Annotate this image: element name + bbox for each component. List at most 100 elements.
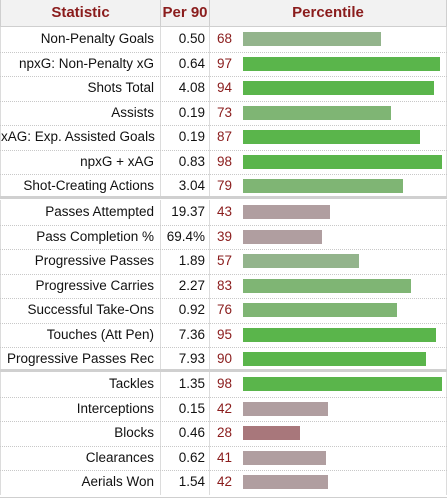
percentile-cell: 42: [210, 396, 447, 421]
table-row: Pass Completion % 69.4% 39: [0, 224, 447, 249]
percentile-cell: 97: [210, 51, 447, 76]
percentile-value: 79: [217, 178, 233, 193]
percentile-bar: [243, 401, 328, 416]
per90-value: 0.83: [161, 149, 210, 174]
percentile-cell: 28: [210, 421, 447, 446]
percentile-value: 98: [217, 153, 233, 169]
percentile-value: 43: [217, 204, 233, 219]
statistic-name: xAG: Exp. Assisted Goals: [0, 125, 161, 150]
per90-value: 1.35: [161, 372, 210, 397]
table-header: Statistic Per 90 Percentile: [0, 0, 447, 27]
per90-value: 0.19: [161, 125, 210, 150]
table-row: Non-Penalty Goals 0.50 68: [0, 27, 447, 52]
percentile-bar: [243, 278, 411, 293]
percentile-bar: [243, 377, 442, 391]
percentile-cell: 87: [210, 125, 447, 150]
percentile-value: 97: [217, 55, 233, 71]
row-divider: [0, 76, 447, 77]
table-row: Shots Total 4.08 94: [0, 76, 447, 101]
percentile-cell: 90: [210, 347, 447, 372]
row-divider: [0, 322, 447, 324]
statistic-column-header[interactable]: Statistic: [0, 0, 161, 26]
statistic-name: npxG: Non-Penalty xG: [0, 51, 161, 76]
percentile-value: 98: [217, 376, 233, 391]
percentile-bar: [243, 450, 326, 465]
table-row: Interceptions 0.15 42: [0, 396, 447, 421]
percentile-bar: [243, 426, 300, 440]
percentile-value: 83: [217, 277, 233, 293]
table-row: Aerials Won 1.54 42: [0, 470, 447, 495]
percentile-cell: 98: [210, 372, 447, 397]
group-separator: [0, 369, 447, 372]
percentile-bar: [243, 154, 442, 169]
percentile-cell: 95: [210, 322, 447, 347]
per90-column-header[interactable]: Per 90: [161, 0, 210, 26]
statistic-name: Pass Completion %: [0, 224, 161, 249]
row-divider: [0, 224, 447, 226]
statistic-name: Shots Total: [0, 76, 161, 101]
statistic-name: Clearances: [0, 445, 161, 470]
statistic-name: Successful Take-Ons: [0, 298, 161, 323]
percentile-bar: [243, 254, 359, 268]
table-bottom-border: [0, 497, 447, 498]
percentile-value: 57: [217, 253, 233, 268]
per90-value: 2.27: [161, 273, 210, 298]
table-row: Progressive Passes 1.89 57: [0, 249, 447, 274]
percentile-cell: 79: [210, 174, 447, 199]
percentile-value: 39: [217, 228, 233, 244]
percentile-bar: [243, 179, 403, 193]
percentile-cell: 98: [210, 149, 447, 174]
percentile-bar: [243, 32, 381, 46]
statistic-name: Touches (Att Pen): [0, 322, 161, 347]
percentile-value: 95: [217, 326, 233, 342]
row-divider: [0, 470, 447, 471]
statistic-name: Shot-Creating Actions: [0, 174, 161, 199]
per90-value: 69.4%: [161, 224, 210, 249]
percentile-value: 76: [217, 302, 233, 317]
percentile-cell: 68: [210, 27, 447, 52]
row-divider: [0, 51, 447, 53]
percentile-column-header[interactable]: Percentile: [210, 0, 447, 26]
row-divider: [0, 273, 447, 275]
percentile-bar: [243, 105, 391, 120]
percentile-bar: [243, 130, 420, 144]
percentile-value: 90: [217, 351, 233, 366]
row-divider: [0, 396, 447, 398]
percentile-cell: 39: [210, 224, 447, 249]
percentile-value: 42: [217, 400, 233, 416]
table-row: Progressive Passes Rec 7.93 90: [0, 347, 447, 372]
table-row: Tackles 1.35 98: [0, 372, 447, 397]
per90-value: 19.37: [161, 200, 210, 225]
percentile-cell: 41: [210, 445, 447, 470]
statistic-name: Progressive Carries: [0, 273, 161, 298]
statistic-name: Aerials Won: [0, 470, 161, 495]
table-row: Progressive Carries 2.27 83: [0, 273, 447, 298]
statistic-name: Assists: [0, 100, 161, 125]
per90-value: 4.08: [161, 76, 210, 101]
percentile-bar: [243, 81, 434, 95]
percentile-value: 87: [217, 129, 233, 144]
statistic-name: Tackles: [0, 372, 161, 397]
statistic-name: Progressive Passes Rec: [0, 347, 161, 372]
row-divider: [0, 125, 447, 126]
statistic-name: Interceptions: [0, 396, 161, 421]
percentile-bar: [243, 475, 328, 489]
percentile-value: 94: [217, 80, 233, 95]
statistic-name: Passes Attempted: [0, 200, 161, 225]
percentile-value: 41: [217, 449, 233, 465]
statistic-name: Non-Penalty Goals: [0, 27, 161, 52]
percentile-cell: 42: [210, 470, 447, 495]
row-divider: [0, 445, 447, 447]
percentile-cell: 83: [210, 273, 447, 298]
row-divider: [0, 347, 447, 348]
per90-value: 3.04: [161, 174, 210, 199]
percentile-cell: 43: [210, 200, 447, 225]
statistic-name: npxG + xAG: [0, 149, 161, 174]
percentile-cell: 76: [210, 298, 447, 323]
table-row: npxG: Non-Penalty xG 0.64 97: [0, 51, 447, 76]
percentile-bar: [243, 303, 397, 317]
percentile-cell: 94: [210, 76, 447, 101]
percentile-bar: [243, 56, 440, 71]
per90-value: 0.50: [161, 27, 210, 52]
table-row: Passes Attempted 19.37 43: [0, 200, 447, 225]
